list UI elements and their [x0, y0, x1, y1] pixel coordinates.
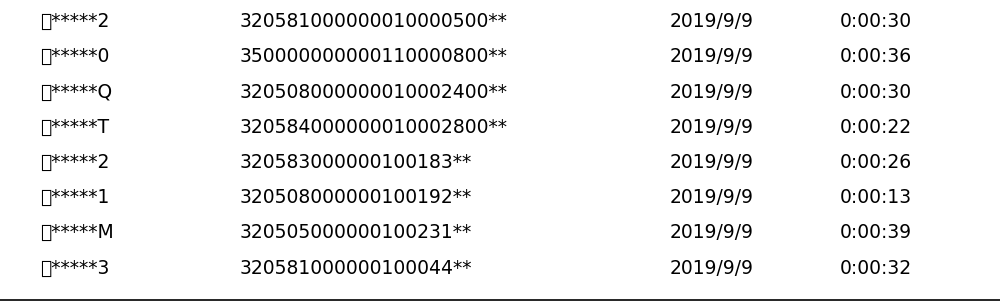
- Text: 0:00:22: 0:00:22: [840, 118, 912, 137]
- Text: 苏*****Q: 苏*****Q: [40, 83, 112, 102]
- Text: 2019/9/9: 2019/9/9: [670, 83, 754, 102]
- Text: 0:00:32: 0:00:32: [840, 259, 912, 278]
- Text: 苏*****M: 苏*****M: [40, 223, 114, 242]
- Text: 苏*****3: 苏*****3: [40, 259, 109, 278]
- Text: 0:00:36: 0:00:36: [840, 47, 912, 66]
- Text: 0:00:39: 0:00:39: [840, 223, 912, 242]
- Text: 320508000000100192**: 320508000000100192**: [240, 188, 472, 207]
- Text: 320508000000010002400**: 320508000000010002400**: [240, 83, 508, 102]
- Text: 0:00:13: 0:00:13: [840, 188, 912, 207]
- Text: 2019/9/9: 2019/9/9: [670, 12, 754, 31]
- Text: 苏*****T: 苏*****T: [40, 118, 109, 137]
- Text: 320584000000010002800**: 320584000000010002800**: [240, 118, 508, 137]
- Text: 2019/9/9: 2019/9/9: [670, 223, 754, 242]
- Text: 苏*****2: 苏*****2: [40, 12, 109, 31]
- Text: 320581000000010000500**: 320581000000010000500**: [240, 12, 508, 31]
- Text: 苏*****2: 苏*****2: [40, 153, 109, 172]
- Text: 320583000000100183**: 320583000000100183**: [240, 153, 472, 172]
- Text: 0:00:30: 0:00:30: [840, 83, 912, 102]
- Text: 350000000000110000800**: 350000000000110000800**: [240, 47, 508, 66]
- Text: 2019/9/9: 2019/9/9: [670, 188, 754, 207]
- Text: 苏*****1: 苏*****1: [40, 188, 109, 207]
- Text: 2019/9/9: 2019/9/9: [670, 118, 754, 137]
- Text: 2019/9/9: 2019/9/9: [670, 47, 754, 66]
- Text: 320581000000100044**: 320581000000100044**: [240, 259, 473, 278]
- Text: 0:00:26: 0:00:26: [840, 153, 912, 172]
- Text: 2019/9/9: 2019/9/9: [670, 153, 754, 172]
- Text: 2019/9/9: 2019/9/9: [670, 259, 754, 278]
- Text: 0:00:30: 0:00:30: [840, 12, 912, 31]
- Text: 320505000000100231**: 320505000000100231**: [240, 223, 472, 242]
- Text: 苏*****0: 苏*****0: [40, 47, 109, 66]
